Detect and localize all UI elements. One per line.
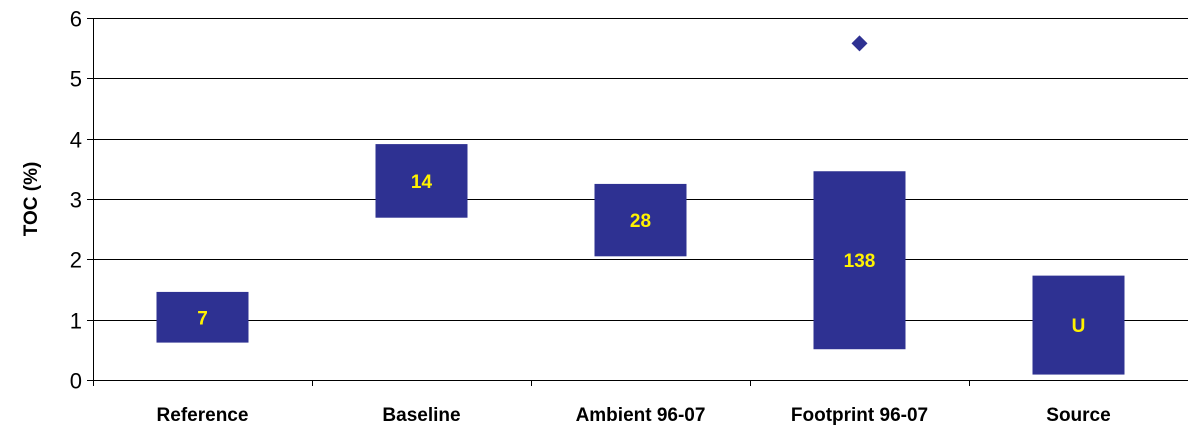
axes (87, 18, 1188, 386)
range-bar (813, 171, 906, 350)
grid-lines (93, 18, 1188, 321)
y-tick-label-4: 4 (70, 128, 82, 153)
x-category-label: Footprint 96-07 (791, 405, 928, 426)
y-tick-label-0: 0 (70, 369, 82, 394)
y-tick-label-2: 2 (70, 248, 82, 273)
x-category-label: Source (1046, 405, 1110, 426)
x-category-label: Ambient 96-07 (576, 405, 706, 426)
range-bars: 7 14 28 138 U (156, 144, 1125, 375)
y-tick-label-5: 5 (70, 67, 82, 92)
range-bar-label: 14 (411, 172, 433, 193)
range-bar-label: 7 (197, 308, 208, 329)
range-bar-label: U (1072, 316, 1086, 337)
category-labels: Reference Baseline Ambient 96-07 Footprint … (157, 405, 1111, 426)
range-bar (594, 183, 687, 257)
range-bar-label: 28 (630, 211, 651, 232)
x-category-label: Baseline (382, 405, 460, 426)
outlier-points (851, 35, 868, 52)
x-category-label: Reference (157, 405, 249, 426)
y-axis-title: TOC (%) (21, 162, 42, 237)
range-bar (156, 291, 249, 343)
y-tick-label-3: 3 (70, 188, 82, 213)
y-tick-labels: 0 1 2 3 4 5 6 (70, 7, 82, 394)
range-bar-label: 138 (844, 251, 876, 272)
range-bar (375, 144, 468, 218)
range-bar (1032, 275, 1125, 375)
y-tick-label-6: 6 (70, 7, 82, 32)
outlier-point (851, 35, 868, 52)
y-tick-label-1: 1 (70, 309, 82, 334)
